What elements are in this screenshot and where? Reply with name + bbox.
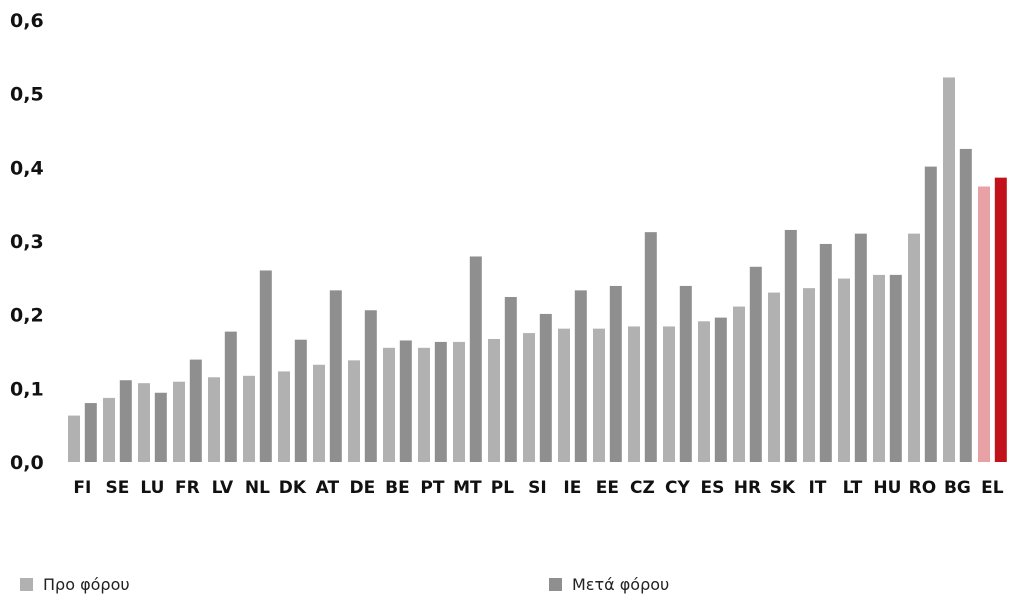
x-tick-label-bg: BG — [944, 478, 971, 498]
bar-post-tax-fr — [189, 359, 202, 462]
bar-pre-tax-nl — [243, 375, 255, 462]
bar-post-tax-nl — [259, 270, 272, 462]
bar-post-tax-at — [329, 290, 342, 462]
bar-pre-tax-be — [383, 347, 395, 462]
bar-pre-tax-lt — [838, 278, 850, 462]
bar-post-tax-ie — [574, 290, 587, 462]
bar-post-tax-de — [364, 310, 377, 462]
legend-label-pre-tax: Προ φόρου — [43, 575, 130, 594]
bar-post-tax-si — [539, 313, 552, 462]
bar-pre-tax-se — [103, 397, 115, 462]
x-tick-label-nl: NL — [245, 478, 270, 498]
x-tick-label-hu: HU — [873, 478, 901, 498]
y-tick-label: 0,2 — [10, 305, 44, 327]
bar-pre-tax-fr — [173, 381, 185, 462]
x-tick-label-fi: FI — [73, 478, 91, 498]
bar-post-tax-it — [819, 243, 832, 462]
bar-post-tax-se — [119, 380, 132, 462]
x-tick-label-lv: LV — [212, 478, 234, 498]
x-tick-label-dk: DK — [279, 478, 307, 498]
x-tick-label-el: EL — [981, 478, 1004, 498]
x-tick-label-cz: CZ — [630, 478, 655, 498]
bar-pre-tax-pl — [488, 338, 500, 462]
bar-post-tax-ro — [924, 166, 937, 462]
bar-post-tax-hr — [749, 266, 762, 462]
bar-post-tax-pt — [434, 341, 447, 462]
x-tick-label-cy: CY — [665, 478, 690, 498]
bar-post-tax-bg — [959, 148, 972, 463]
y-tick-label: 0,4 — [10, 157, 44, 179]
bar-pre-tax-bg — [943, 77, 955, 463]
bar-pre-tax-pt — [418, 347, 430, 462]
bars — [68, 77, 1007, 463]
x-tick-label-se: SE — [105, 478, 129, 498]
x-tick-label-fr: FR — [175, 478, 200, 498]
bar-post-tax-ee — [609, 285, 622, 462]
bar-post-tax-lu — [154, 392, 167, 462]
legend-item-pre-tax: Προ φόρου — [20, 575, 130, 594]
legend-swatch-post-tax — [549, 578, 562, 591]
x-tick-label-be: BE — [385, 478, 410, 498]
bar-pre-tax-lu — [138, 383, 150, 462]
x-tick-label-si: SI — [528, 478, 547, 498]
x-tick-label-sk: SK — [770, 478, 796, 498]
bar-pre-tax-ro — [908, 233, 920, 462]
legend-label-post-tax: Μετά φόρου — [572, 575, 670, 594]
bar-pre-tax-cz — [628, 326, 640, 462]
x-axis: FI SE LU FR LV NL DK AT DE BE PT MT PL SI IE EE CZ CY ES HR… — [73, 478, 1003, 498]
bar-post-tax-mt — [469, 256, 482, 462]
x-tick-label-ee: EE — [596, 478, 619, 498]
bar-post-tax-es — [714, 317, 727, 462]
legend-swatch-pre-tax — [20, 578, 33, 591]
x-tick-label-de: DE — [350, 478, 376, 498]
x-tick-label-ie: IE — [563, 478, 581, 498]
bar-pre-tax-cy — [663, 326, 675, 462]
y-tick-label: 0,0 — [10, 452, 44, 474]
bar-pre-tax-ee — [593, 328, 605, 462]
bar-pre-tax-it — [803, 288, 815, 462]
bar-pre-tax-hr — [733, 306, 745, 462]
bar-post-tax-el — [994, 177, 1007, 462]
bar-pre-tax-fi — [68, 415, 80, 462]
bar-chart: 0,0 0,1 0,2 0,3 0,4 0,5 0,6 FI SE LU FR LV NL DK AT DE… — [10, 10, 1007, 498]
y-tick-label: 0,1 — [10, 378, 44, 400]
bar-pre-tax-es — [698, 321, 710, 462]
bar-pre-tax-hu — [873, 274, 885, 462]
x-tick-label-hr: HR — [734, 478, 761, 498]
bar-post-tax-hu — [889, 274, 902, 462]
bar-pre-tax-dk — [278, 371, 290, 462]
x-tick-label-it: IT — [808, 478, 826, 498]
bar-pre-tax-si — [523, 333, 535, 462]
bar-post-tax-be — [399, 340, 412, 462]
bar-post-tax-lt — [854, 233, 867, 462]
x-tick-label-lt: LT — [843, 478, 863, 498]
bar-post-tax-fi — [84, 403, 97, 462]
bar-post-tax-sk — [784, 229, 797, 462]
bar-pre-tax-lv — [208, 377, 220, 462]
x-tick-label-at: AT — [316, 478, 340, 498]
x-tick-label-lu: LU — [140, 478, 164, 498]
x-tick-label-mt: MT — [453, 478, 482, 498]
x-tick-label-pt: PT — [420, 478, 444, 498]
y-tick-label: 0,6 — [10, 10, 44, 32]
y-tick-label: 0,5 — [10, 84, 44, 106]
x-tick-label-ro: RO — [909, 478, 937, 498]
bar-post-tax-cz — [644, 232, 657, 462]
bar-pre-tax-sk — [768, 292, 780, 462]
bar-pre-tax-at — [313, 364, 325, 462]
y-axis: 0,0 0,1 0,2 0,3 0,4 0,5 0,6 — [10, 10, 44, 474]
x-tick-label-es: ES — [700, 478, 724, 498]
bar-pre-tax-de — [348, 360, 360, 462]
x-tick-label-pl: PL — [491, 478, 514, 498]
bar-post-tax-cy — [679, 285, 692, 462]
bar-post-tax-dk — [294, 339, 307, 462]
bar-post-tax-lv — [224, 331, 237, 462]
bar-pre-tax-mt — [453, 341, 465, 462]
bar-pre-tax-el — [978, 186, 990, 463]
bar-post-tax-pl — [504, 296, 517, 462]
bar-pre-tax-ie — [558, 328, 570, 462]
y-tick-label: 0,3 — [10, 231, 44, 253]
legend-item-post-tax: Μετά φόρου — [549, 575, 669, 594]
